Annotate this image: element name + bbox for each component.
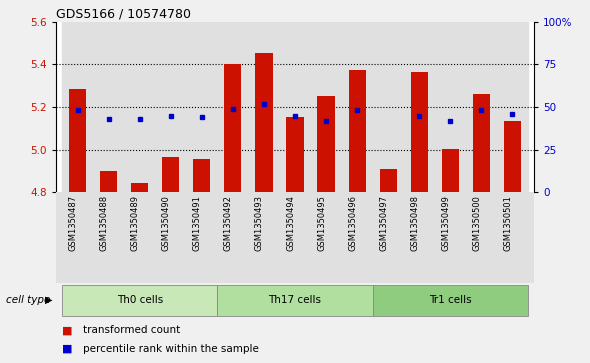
Text: GSM1350489: GSM1350489 — [131, 195, 140, 251]
Text: GSM1350488: GSM1350488 — [100, 195, 109, 251]
Bar — [342, 22, 372, 192]
Bar — [255, 53, 273, 192]
Bar — [155, 22, 186, 192]
Text: GSM1350497: GSM1350497 — [379, 195, 388, 251]
Bar — [280, 192, 310, 283]
Text: GSM1350499: GSM1350499 — [441, 195, 450, 251]
Bar — [248, 22, 280, 192]
Bar — [186, 192, 218, 283]
Text: GSM1350496: GSM1350496 — [348, 195, 357, 251]
Bar — [287, 117, 303, 192]
Text: ■: ■ — [62, 344, 73, 354]
Text: transformed count: transformed count — [83, 325, 180, 335]
Bar — [93, 22, 124, 192]
Bar — [63, 22, 93, 192]
Bar — [218, 285, 372, 316]
Bar — [280, 22, 310, 192]
Text: cell type: cell type — [6, 295, 50, 305]
Bar — [186, 22, 218, 192]
Bar — [504, 121, 521, 192]
Bar — [248, 192, 280, 283]
Bar — [63, 285, 218, 316]
Text: Th0 cells: Th0 cells — [117, 295, 163, 305]
Bar — [466, 22, 497, 192]
Bar — [69, 89, 86, 192]
Bar — [63, 192, 93, 283]
Bar — [379, 169, 396, 192]
Text: ▶: ▶ — [45, 295, 53, 305]
Bar — [155, 192, 186, 283]
Text: GSM1350487: GSM1350487 — [69, 195, 78, 251]
Bar — [218, 192, 248, 283]
Bar — [162, 157, 179, 192]
Bar — [124, 192, 155, 283]
Bar — [100, 171, 117, 192]
Text: Th17 cells: Th17 cells — [268, 295, 322, 305]
Text: GSM1350491: GSM1350491 — [193, 195, 202, 251]
Bar — [466, 192, 497, 283]
Bar — [404, 22, 435, 192]
Text: Tr1 cells: Tr1 cells — [429, 295, 471, 305]
Text: GSM1350493: GSM1350493 — [255, 195, 264, 251]
Bar — [218, 22, 248, 192]
Bar — [310, 192, 342, 283]
Bar — [349, 70, 366, 192]
Bar — [372, 22, 404, 192]
Bar — [497, 192, 527, 283]
Text: GSM1350501: GSM1350501 — [503, 195, 512, 251]
Bar — [372, 285, 527, 316]
Bar — [224, 64, 241, 192]
Text: GSM1350492: GSM1350492 — [224, 195, 233, 251]
Bar — [404, 192, 435, 283]
Bar — [435, 192, 466, 283]
Bar — [132, 183, 148, 192]
Text: GDS5166 / 10574780: GDS5166 / 10574780 — [56, 8, 191, 21]
Text: GSM1350490: GSM1350490 — [162, 195, 171, 251]
Bar — [124, 22, 155, 192]
Bar — [372, 192, 404, 283]
Text: percentile rank within the sample: percentile rank within the sample — [83, 344, 258, 354]
Bar — [317, 97, 335, 192]
Bar — [411, 72, 428, 192]
Bar — [442, 149, 458, 192]
Text: GSM1350494: GSM1350494 — [286, 195, 295, 251]
Bar — [93, 192, 124, 283]
Bar — [435, 22, 466, 192]
Text: ■: ■ — [62, 325, 73, 335]
Text: GSM1350498: GSM1350498 — [410, 195, 419, 251]
Bar — [310, 22, 342, 192]
Text: GSM1350500: GSM1350500 — [472, 195, 481, 251]
Text: GSM1350495: GSM1350495 — [317, 195, 326, 251]
Bar — [473, 94, 490, 192]
Bar — [497, 22, 527, 192]
Bar — [194, 159, 211, 192]
Bar — [342, 192, 372, 283]
